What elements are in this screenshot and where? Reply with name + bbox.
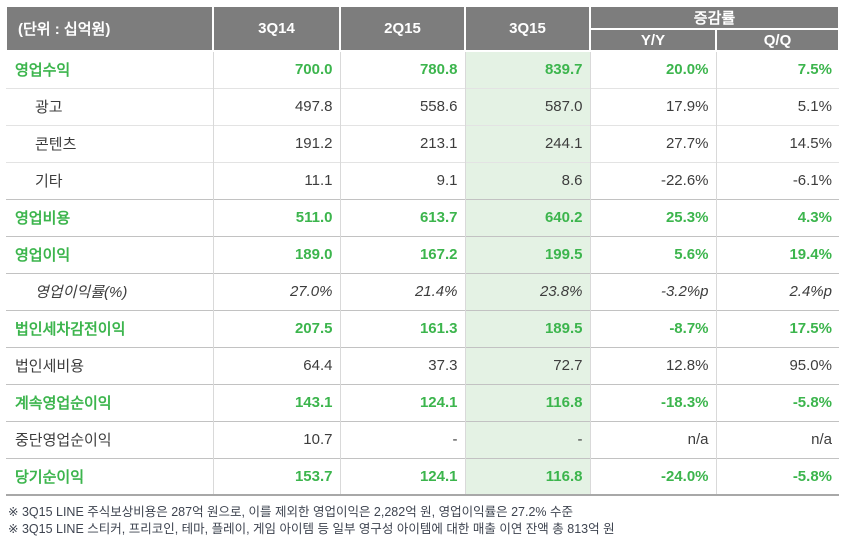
cell-3q15: 116.8 (464, 457, 590, 496)
cell-2q15: 558.6 (339, 87, 465, 125)
cell-2q15: - (339, 420, 465, 458)
table-header: (단위 : 십억원) 3Q14 2Q15 3Q15 증감률 Y/Y Q/Q (5, 5, 840, 52)
table-row: 계속영업순이익 143.1 124.1 116.8 -18.3% -5.8% (6, 383, 839, 421)
table-row: 영업이익 189.0 167.2 199.5 5.6% 19.4% (6, 235, 839, 273)
row-label: 계속영업순이익 (6, 383, 213, 421)
table-row: 중단영업순이익 10.7- - n/a n/a (6, 420, 839, 458)
row-label: 당기순이익 (6, 457, 213, 496)
cell-2q15: 161.3 (339, 309, 465, 347)
table-row: 광고 497.8 558.6 587.0 17.9% 5.1% (6, 87, 839, 125)
cell-yy: 25.3% (589, 198, 716, 236)
cell-2q15: 21.4% (339, 272, 465, 310)
row-label: 법인세차감전이익 (6, 309, 213, 347)
row-label: 영업이익률(%) (6, 272, 213, 310)
unit-label: (단위 : 십억원) (5, 5, 214, 52)
cell-3q14: 153.7 (212, 457, 340, 496)
cell-2q15: 124.1 (339, 383, 465, 421)
cell-3q15: 199.5 (464, 235, 590, 273)
column-header-3q15: 3Q15 (464, 5, 591, 52)
cell-qq: -5.8% (715, 457, 839, 496)
table-row: 영업비용 511.0 613.7 640.2 25.3% 4.3% (6, 198, 839, 236)
cell-2q15: 613.7 (339, 198, 465, 236)
row-label: 기타 (6, 161, 213, 199)
cell-yy: 20.0% (589, 51, 716, 88)
cell-yy: n/a (589, 420, 716, 458)
cell-qq: 5.1% (715, 87, 839, 125)
cell-3q15: 839.7 (464, 51, 590, 88)
column-header-qq: Q/Q (715, 28, 840, 52)
row-label: 광고 (6, 87, 213, 125)
table-row: 법인세차감전이익 207.5 161.3 189.5 -8.7% 17.5% (6, 309, 839, 347)
footnote-line-1: ※ 3Q15 LINE 주식보상비용은 287억 원으로, 이를 제외한 영업이… (8, 505, 574, 519)
cell-3q14: 511.0 (212, 198, 340, 236)
cell-qq: n/a (715, 420, 839, 458)
cell-2q15: 124.1 (339, 457, 465, 496)
cell-yy: 27.7% (589, 124, 716, 162)
cell-2q15: 37.3 (339, 346, 465, 384)
cell-yy: -24.0% (589, 457, 716, 496)
column-header-3q14: 3Q14 (212, 5, 341, 52)
cell-3q15: 23.8% (464, 272, 590, 310)
table-row: 기타 11.1 9.1 8.6 -22.6% -6.1% (6, 161, 839, 199)
cell-2q15: 213.1 (339, 124, 465, 162)
table-row: 영업이익률(%) 27.0% 21.4% 23.8% -3.2%p 2.4%p (6, 272, 839, 310)
column-header-2q15: 2Q15 (339, 5, 466, 52)
financial-table: (단위 : 십억원) 3Q14 2Q15 3Q15 증감률 Y/Y Q/Q 영업… (5, 5, 840, 496)
cell-qq: -5.8% (715, 383, 839, 421)
table-body: 영업수익 700.0 780.8 839.7 20.0% 7.5% 광고 497.8 558.6… (6, 51, 839, 496)
cell-3q15: 189.5 (464, 309, 590, 347)
cell-yy: -3.2%p (589, 272, 716, 310)
cell-3q15: 116.8 (464, 383, 590, 421)
cell-yy: 12.8% (589, 346, 716, 384)
table-row: 콘텐츠 191.2 213.1 244.1 27.7% 14.5% (6, 124, 839, 162)
table-row: 영업수익 700.0 780.8 839.7 20.0% 7.5% (6, 51, 839, 88)
cell-3q14: 191.2 (212, 124, 340, 162)
cell-qq: 4.3% (715, 198, 839, 236)
table-row: 당기순이익 153.7 124.1 116.8 -24.0% -5.8% (6, 457, 839, 496)
cell-yy: 17.9% (589, 87, 716, 125)
cell-qq: -6.1% (715, 161, 839, 199)
footnote-line-2: ※ 3Q15 LINE 스티커, 프리코인, 테마, 플레이, 게임 아이템 등… (8, 521, 615, 536)
row-label: 중단영업순이익 (6, 420, 213, 458)
cell-3q15: 8.6 (464, 161, 590, 199)
cell-3q14: 11.1 (212, 161, 340, 199)
cell-yy: -22.6% (589, 161, 716, 199)
cell-yy: 5.6% (589, 235, 716, 273)
cell-3q15: - (464, 420, 590, 458)
cell-qq: 2.4%p (715, 272, 839, 310)
cell-qq: 19.4% (715, 235, 839, 273)
cell-3q14: 10.7 (212, 420, 340, 458)
row-label: 콘텐츠 (6, 124, 213, 162)
cell-3q14: 497.8 (212, 87, 340, 125)
cell-3q14: 700.0 (212, 51, 340, 88)
cell-3q15: 244.1 (464, 124, 590, 162)
row-label: 법인세비용 (6, 346, 213, 384)
cell-qq: 7.5% (715, 51, 839, 88)
cell-2q15: 167.2 (339, 235, 465, 273)
cell-3q14: 143.1 (212, 383, 340, 421)
cell-3q15: 72.7 (464, 346, 590, 384)
row-label: 영업수익 (15, 62, 71, 80)
cell-3q14: 207.5 (212, 309, 340, 347)
cell-3q14: 64.4 (212, 346, 340, 384)
cell-3q15: 640.2 (464, 198, 590, 236)
table-row: 법인세비용 64.4 37.3 72.7 12.8% 95.0% (6, 346, 839, 384)
row-label: 영업비용 (6, 198, 213, 236)
cell-qq: 17.5% (715, 309, 839, 347)
cell-3q15: 587.0 (464, 87, 590, 125)
cell-yy: -8.7% (589, 309, 716, 347)
column-group-change-rate: 증감률 (589, 5, 840, 30)
cell-qq: 14.5% (715, 124, 839, 162)
cell-2q15: 9.1 (339, 161, 465, 199)
cell-2q15: 780.8 (339, 51, 465, 88)
cell-3q14: 27.0% (212, 272, 340, 310)
cell-yy: -18.3% (589, 383, 716, 421)
cell-3q14: 189.0 (212, 235, 340, 273)
column-header-yy: Y/Y (589, 28, 717, 52)
footnotes: ※ 3Q15 LINE 주식보상비용은 287억 원으로, 이를 제외한 영업이… (8, 504, 838, 538)
row-label: 영업이익 (6, 235, 213, 273)
cell-qq: 95.0% (715, 346, 839, 384)
